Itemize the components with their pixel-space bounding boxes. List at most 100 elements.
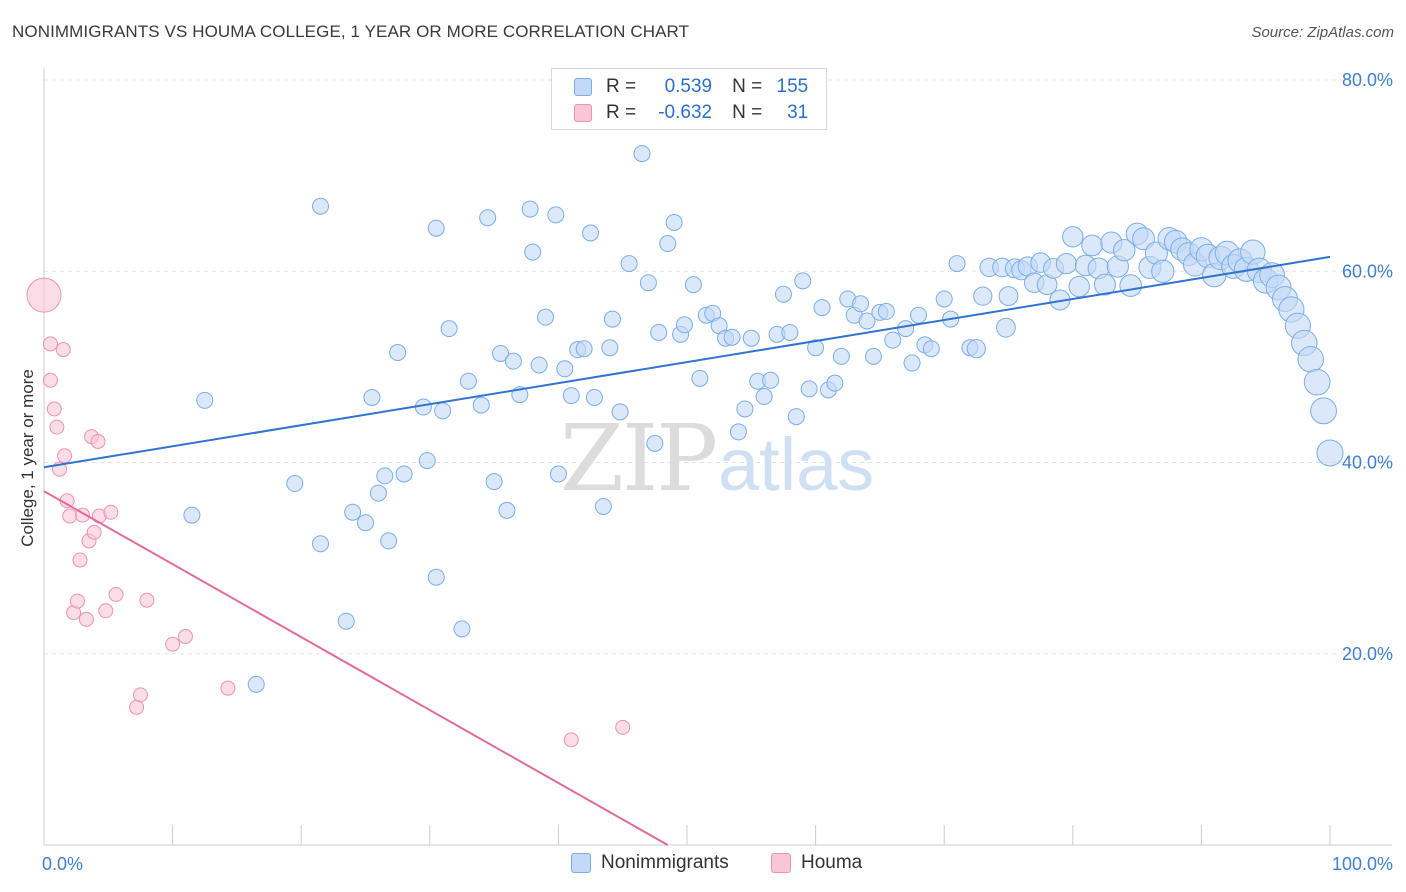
data-point-houma (132, 687, 148, 703)
data-point-nonimmigrants (729, 423, 747, 441)
data-point-nonimmigrants (973, 286, 993, 306)
data-point-nonimmigrants (1113, 238, 1136, 262)
data-point-nonimmigrants (1310, 397, 1337, 425)
data-point-nonimmigrants (556, 360, 574, 378)
y-tick-label: 40.0% (1342, 453, 1393, 473)
r-label: R = (606, 76, 637, 97)
data-point-nonimmigrants (665, 213, 683, 231)
data-point-nonimmigrants (344, 503, 362, 521)
data-point-nonimmigrants (633, 145, 651, 163)
n-value: 155 (776, 76, 809, 97)
watermark-zip: ZIP (560, 405, 716, 512)
data-point-nonimmigrants (909, 306, 927, 324)
data-point-nonimmigrants (884, 331, 902, 349)
data-point-nonimmigrants (440, 320, 458, 338)
data-point-nonimmigrants (1093, 273, 1116, 296)
data-point-nonimmigrants (453, 620, 471, 638)
x-tick-label: 0.0% (42, 854, 83, 874)
data-point-nonimmigrants (948, 255, 966, 273)
data-point-nonimmigrants (485, 473, 503, 491)
data-point-nonimmigrants (1151, 259, 1175, 283)
data-point-nonimmigrants (966, 339, 986, 359)
data-point-nonimmigrants (684, 276, 702, 294)
data-point-nonimmigrants (582, 224, 600, 242)
data-point-houma (69, 593, 85, 609)
n-label: N = (732, 102, 763, 123)
data-point-houma (563, 732, 579, 748)
data-point-houma (177, 629, 193, 645)
data-point-nonimmigrants (723, 328, 741, 346)
data-point-nonimmigrants (492, 344, 510, 362)
data-point-nonimmigrants (897, 320, 915, 338)
data-point-houma (42, 372, 58, 388)
legend-label-houma: Houma (801, 852, 863, 873)
chart-title: NONIMMIGRANTS VS HOUMA COLLEGE, 1 YEAR O… (12, 22, 690, 41)
data-point-nonimmigrants (1068, 275, 1090, 298)
legend-item-houma: Houma (771, 852, 862, 874)
data-point-houma (72, 552, 88, 568)
data-point-nonimmigrants (996, 317, 1016, 338)
trend-line-nonimmigrants (43, 255, 1331, 469)
data-point-nonimmigrants (774, 285, 792, 303)
data-point-nonimmigrants (311, 197, 329, 215)
r-value: -0.632 (658, 102, 713, 123)
stats-legend: R = 0.539 N = 155 R = -0.632 N = 31 (551, 68, 827, 130)
stats-row-nonimmigrants: R = 0.539 N = 155 (574, 74, 808, 100)
data-point-nonimmigrants (459, 372, 477, 390)
data-point-nonimmigrants (620, 255, 638, 273)
data-point-nonimmigrants (646, 434, 664, 452)
data-point-nonimmigrants (1297, 345, 1324, 373)
legend-swatch-nonimmigrants (571, 853, 591, 873)
data-point-nonimmigrants (434, 402, 452, 420)
data-point-nonimmigrants (903, 354, 921, 372)
data-point-nonimmigrants (787, 408, 805, 426)
data-point-houma (103, 504, 119, 520)
data-point-nonimmigrants (832, 347, 850, 365)
data-point-nonimmigrants (286, 475, 304, 493)
data-point-nonimmigrants (852, 295, 870, 313)
data-point-nonimmigrants (781, 323, 799, 341)
data-point-nonimmigrants (389, 344, 407, 362)
x-tick-label: 100.0% (1332, 854, 1393, 874)
data-point-nonimmigrants (498, 501, 516, 519)
data-point-nonimmigrants (183, 506, 201, 524)
data-point-houma (55, 342, 71, 358)
data-point-nonimmigrants (562, 387, 580, 405)
data-point-nonimmigrants (247, 675, 265, 693)
data-point-houma (129, 699, 145, 715)
data-point-nonimmigrants (427, 568, 445, 586)
data-point-nonimmigrants (594, 497, 612, 515)
data-point-nonimmigrants (603, 310, 621, 328)
data-point-nonimmigrants (675, 316, 693, 334)
data-point-nonimmigrants (521, 200, 539, 218)
data-point-nonimmigrants (337, 612, 355, 630)
data-point-nonimmigrants (659, 235, 677, 253)
data-point-houma (78, 611, 94, 627)
data-point-houma (165, 636, 181, 652)
data-point-nonimmigrants (935, 290, 953, 308)
data-point-nonimmigrants (363, 388, 381, 406)
data-point-nonimmigrants (357, 514, 374, 532)
trend-layer (43, 255, 1331, 846)
data-point-nonimmigrants (1062, 226, 1084, 248)
r-label: R = (606, 102, 637, 123)
data-point-houma (108, 586, 124, 602)
data-point-nonimmigrants (575, 340, 593, 358)
data-point-nonimmigrants (311, 535, 329, 553)
legend-swatch-houma (771, 853, 791, 873)
data-point-nonimmigrants (427, 219, 445, 237)
swatch-nonimmigrants (574, 78, 592, 96)
data-point-houma (139, 592, 155, 608)
data-point-nonimmigrants (807, 339, 825, 357)
data-point-nonimmigrants (736, 400, 754, 418)
data-point-houma (86, 524, 102, 540)
axes (43, 68, 1392, 846)
y-tick-label: 20.0% (1342, 644, 1393, 664)
data-point-houma (46, 401, 62, 417)
data-point-nonimmigrants (585, 388, 603, 406)
data-point-nonimmigrants (922, 340, 940, 358)
data-point-nonimmigrants (639, 274, 657, 292)
data-point-nonimmigrants (479, 209, 497, 227)
stats-row-houma: R = -0.632 N = 31 (574, 100, 808, 126)
